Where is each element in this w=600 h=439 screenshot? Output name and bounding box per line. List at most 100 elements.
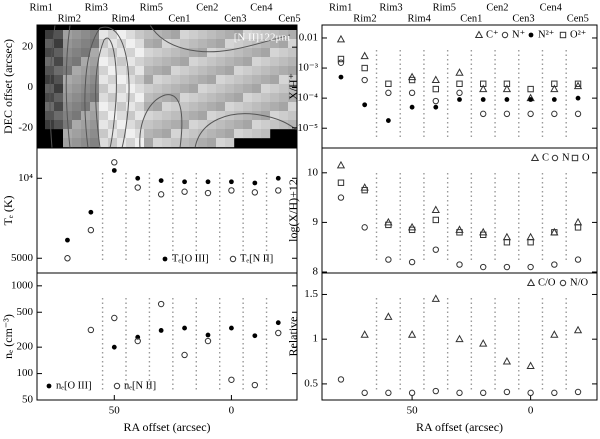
map-tile — [135, 39, 145, 49]
y-axis-label: X/H⁺ — [286, 73, 300, 100]
map-tile — [81, 57, 91, 67]
point — [551, 229, 558, 236]
point — [432, 387, 439, 395]
point — [181, 188, 188, 195]
point — [456, 389, 463, 397]
map-tile — [126, 66, 136, 76]
map-tile — [207, 75, 217, 85]
map-tile — [72, 120, 82, 130]
point — [337, 55, 345, 63]
map-tile — [216, 30, 226, 40]
legend-label: N/O — [570, 277, 589, 288]
legend-label: N²⁺ — [538, 29, 555, 40]
map-tile — [54, 75, 64, 85]
map-tile — [54, 48, 64, 58]
map-tile — [90, 48, 100, 58]
map-tile — [288, 66, 297, 76]
point — [275, 329, 282, 337]
point — [252, 180, 258, 186]
map-tile — [261, 57, 271, 67]
point — [574, 256, 582, 263]
map-tile — [243, 75, 253, 85]
legend-marker — [113, 382, 121, 390]
map-tile — [171, 102, 181, 112]
point — [157, 300, 165, 308]
y-tick-label: 10 — [307, 166, 319, 178]
point — [385, 118, 391, 123]
map-tile — [189, 129, 199, 139]
map-tile — [234, 129, 244, 139]
map-tile — [126, 138, 136, 148]
point — [527, 389, 534, 397]
map-tile — [90, 93, 100, 103]
x-axis-label: RA offset (arcsec) — [123, 420, 210, 434]
map-tile — [180, 138, 190, 148]
point — [455, 68, 464, 76]
y-tick-label: 0 — [28, 81, 34, 93]
map-tile — [279, 48, 289, 58]
map-tile — [144, 75, 154, 85]
point — [574, 110, 582, 118]
y-axis-label: Relative — [286, 317, 300, 357]
map-tile — [225, 57, 235, 67]
map-tile — [270, 84, 280, 94]
point — [432, 85, 439, 93]
map-image — [37, 25, 297, 148]
y-tick-label: 9 — [313, 216, 319, 228]
point — [550, 84, 559, 93]
map-tile — [198, 66, 208, 76]
map-tile — [81, 138, 91, 148]
map-tile — [81, 93, 91, 103]
point — [360, 330, 369, 338]
map-tile — [153, 39, 163, 49]
map-tile — [54, 102, 64, 112]
map-tile — [117, 30, 127, 40]
map-tile — [81, 30, 91, 40]
point — [550, 330, 559, 338]
y-tick-label: 500 — [17, 306, 34, 318]
map-tile — [117, 66, 127, 76]
legend-marker — [162, 256, 168, 262]
map-tile — [99, 93, 109, 103]
y-tick-label: 0.01 — [299, 32, 318, 44]
map-tile — [261, 30, 271, 40]
map-tile — [270, 75, 280, 85]
y-tick-label: 5000 — [11, 252, 34, 264]
map-tile — [225, 75, 235, 85]
position-label: Cen5 — [567, 13, 589, 24]
map-tile — [153, 129, 163, 139]
map-tile — [216, 66, 226, 76]
map-tile — [198, 84, 208, 94]
point — [182, 179, 187, 185]
position-label: Rim5 — [140, 2, 163, 13]
map-tile — [261, 39, 271, 49]
map-tile — [135, 48, 145, 58]
map-tile — [108, 66, 118, 76]
point — [574, 224, 582, 231]
legend-label: C/O — [538, 277, 556, 288]
panel-frame — [36, 272, 298, 401]
y-tick-label: 50 — [22, 394, 34, 406]
map-tile — [63, 102, 73, 112]
map-tile — [90, 111, 100, 121]
map-tile — [108, 75, 118, 85]
point — [336, 160, 346, 169]
legend-label: O²⁺ — [570, 29, 587, 40]
map-tile — [288, 84, 297, 94]
map-tile — [234, 48, 244, 58]
map-tile — [162, 30, 172, 40]
map-tile — [279, 39, 289, 49]
map-tile — [144, 102, 154, 112]
map-tile — [99, 84, 109, 94]
point — [574, 388, 582, 396]
point — [526, 232, 535, 241]
point — [502, 84, 512, 93]
point — [229, 325, 234, 331]
point — [204, 337, 212, 345]
map-tile — [54, 57, 64, 67]
point — [456, 80, 463, 87]
x-tick-label: 50 — [407, 405, 419, 417]
map-tile — [261, 129, 271, 139]
point — [205, 332, 211, 338]
y-axis-label: DEC offset (arcsec) — [1, 39, 15, 134]
